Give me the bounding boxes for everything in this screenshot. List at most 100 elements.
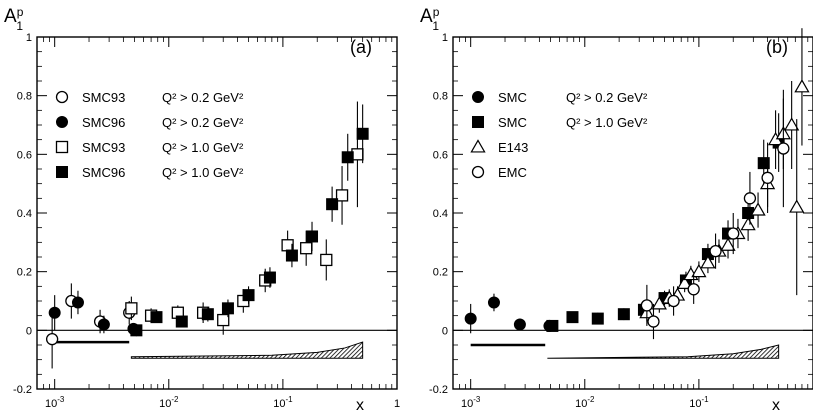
y-axis-label-main: A [420,6,433,27]
data-point-square-filled [326,198,339,211]
data-point-square-filled [566,311,579,324]
data-point-circle-open [640,299,654,312]
y-axis-label: Ap 1 [420,5,440,33]
legend-marker-square-filled [472,116,484,128]
data-point-square-filled [201,308,214,321]
x-tick-exponent: -3 [57,395,65,404]
panel-label: (b) [766,37,788,57]
y-axis-label-sub: 1 [432,19,439,33]
data-point-triangle-open [700,255,716,269]
y-tick-label: -0.2 [429,384,448,396]
y-tick-label: 0 [442,325,448,337]
y-tick-label: 0 [26,325,32,337]
data-point-circle-open [647,315,660,328]
data-point-circle-open [777,142,790,155]
y-tick-label: 1 [26,32,32,44]
data-point-triangle-open [750,202,766,216]
data-point-triangle-open [691,263,707,278]
legend-label: SMC [498,90,527,105]
data-point-circle-open [687,283,700,296]
x-tick-label: 1 [394,398,400,410]
data-point-square-filled [617,308,630,321]
data-point-square-filled [757,157,770,170]
data-point-circle-filled [464,312,477,325]
y-tick-label: 0.6 [17,149,32,161]
legend-cut: Q² > 0.2 GeV² [566,90,648,105]
y-tick-label: 0.2 [17,267,32,279]
data-point-circle-open [743,192,757,205]
data-point-triangle-open [677,275,693,289]
y-tick-label: 0.4 [17,208,32,220]
x-tick-exponent: -3 [473,395,481,404]
data-point-circle-filled [487,296,500,309]
x-tick-label: 10-2 [575,395,595,410]
x-tick-exponent: -1 [285,395,293,404]
x-tick-base: 10 [273,398,285,410]
legend-label: SMC96 [82,165,125,180]
y-tick-label: 0.8 [433,91,448,103]
y-tick-label: 0.2 [433,267,448,279]
x-tick-label: 10-1 [273,395,293,410]
x-tick-base: 10 [575,398,587,410]
data-point-circle-filled [97,318,110,331]
legend-cut: Q² > 1.0 GeV² [566,115,648,130]
data-point-square-open [217,313,230,327]
data-point-triangle-open [784,117,800,131]
x-tick-base: 10 [159,398,171,410]
data-point-square-filled [356,127,369,140]
data-point-square-filled [263,271,276,284]
legend-label: SMC93 [82,140,125,155]
data-point-circle-open [761,171,774,184]
data-point-circle-open [667,294,680,308]
data-point-square-filled [221,302,234,315]
data-point-square-filled [175,315,188,328]
y-axis-label-sup: p [17,5,24,19]
systematic-error-band [547,344,780,359]
data-point-square-filled [130,324,143,337]
data-point-square-open [125,302,138,315]
x-tick-label: 10-3 [45,395,65,410]
legend-cut: Q² > 1.0 GeV² [162,165,244,180]
y-axis-label-main: A [4,6,17,27]
x-tick-label: 10-3 [461,395,481,410]
data-point-circle-open [709,244,722,258]
x-tick-exponent: -2 [171,395,179,404]
data-point-circle-open [45,332,59,346]
legend-marker-circle-filled [472,91,484,103]
legend-marker-circle-open [55,90,69,104]
data-point-square-filled [150,311,163,324]
x-tick-base: 10 [689,398,701,410]
data-point-circle-filled [48,306,61,319]
data-point-triangle-open [794,79,810,93]
legend-marker-square-filled [56,166,68,178]
data-point-square-filled [285,249,298,262]
data-point-circle-filled [513,318,526,331]
x-tick-exponent: -1 [701,395,709,404]
legend-cut: Q² > 0.2 GeV² [162,115,244,130]
y-axis-label-sup: p [433,5,440,19]
x-tick-base: 10 [45,398,57,410]
y-tick-label: 0.4 [433,208,448,220]
y-axis-label: Ap 1 [4,5,24,33]
legend-cut: Q² > 1.0 GeV² [162,140,244,155]
x-tick-label: 10-1 [689,395,709,410]
legend-marker-square-open [55,140,69,154]
legend-label: SMC93 [82,90,125,105]
panel-label: (a) [350,37,372,57]
legend-label: E143 [498,140,528,155]
data-point-triangle-open [789,199,805,213]
x-tick-base: 10 [461,398,473,410]
legend-label: SMC [498,115,527,130]
data-point-triangle-open [740,216,756,231]
y-tick-label: 0.8 [17,91,32,103]
data-point-circle-filled [71,296,84,309]
systematic-error-band [130,341,364,359]
legend-label: SMC96 [82,115,125,130]
y-tick-label: -0.2 [13,384,32,396]
x-axis-label: x [356,397,364,414]
data-point-square-open [300,242,313,255]
data-point-square-filled [341,151,354,164]
data-point-triangle-open [720,237,736,251]
